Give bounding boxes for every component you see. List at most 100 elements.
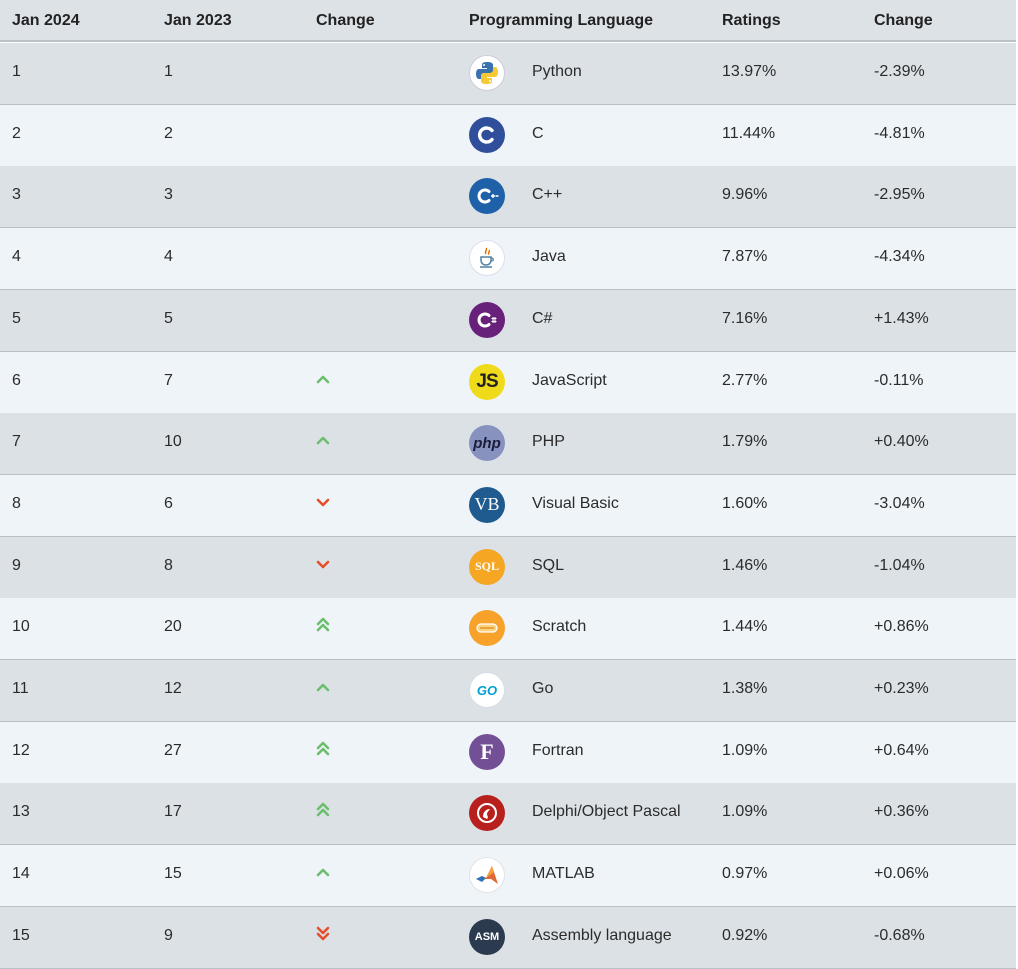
matlab-logo-icon [469,857,505,894]
rank-previous: 2 [164,124,173,142]
table-row: 10 20 Scratch 1.44% +0.86% [0,598,1016,661]
rank-previous: 15 [164,865,182,883]
language-name[interactable]: JavaScript [532,371,607,389]
csharp-logo-icon [469,301,505,338]
arrow-down-icon [316,493,330,511]
rank-current: 1 [12,63,21,80]
rank-current: 4 [12,248,21,266]
rank-current: 7 [12,433,21,451]
rating-value: 0.97% [722,865,768,883]
rating-value: 7.87% [722,248,768,266]
rating-change: +0.64% [874,741,929,759]
rating-value: 1.09% [722,741,768,759]
rank-previous: 1 [164,63,173,80]
language-name[interactable]: MATLAB [532,865,595,883]
table-row: 2 2 C 11.44% -4.81% [0,104,1016,167]
rank-current: 5 [12,309,21,327]
table-row: 12 27 F Fortran 1.09% +0.64% [0,721,1016,784]
rating-value: 1.09% [722,803,768,821]
scratch-logo-icon [469,610,505,647]
rating-value: 7.16% [722,309,768,327]
rating-change: -0.68% [874,926,925,944]
table-row: 8 6 VB Visual Basic 1.60% -3.04% [0,474,1016,537]
language-name[interactable]: Visual Basic [532,494,619,512]
table-row: 9 8 SQL SQL 1.46% -1.04% [0,536,1016,599]
rating-change: -0.11% [874,371,924,389]
rating-change: -3.04% [874,494,925,512]
rank-previous: 12 [164,680,182,697]
table-row: 1 1 Python 13.97% -2.39% [0,43,1016,105]
rank-previous: 17 [164,803,182,821]
language-name[interactable]: Java [532,248,566,266]
language-name[interactable]: C# [532,309,553,327]
rank-current: 11 [12,680,29,697]
header-ratings[interactable]: Ratings [722,12,781,29]
rating-change: -4.34% [874,248,925,266]
language-name[interactable]: Fortran [532,741,584,759]
table-row: 5 5 C# 7.16% +1.43% [0,289,1016,352]
arrow-up-icon [316,678,330,696]
rating-value: 13.97% [722,63,777,80]
double-arrow-down-icon [316,925,330,943]
header-programming-language[interactable]: Programming Language [469,12,654,29]
rank-previous: 8 [164,556,173,574]
rank-previous: 6 [164,494,173,512]
rank-current: 6 [12,371,21,389]
header-change-percent[interactable]: Change [874,12,933,29]
language-name[interactable]: C++ [532,186,563,204]
rating-change: -1.04% [874,556,925,574]
rating-change: +0.86% [874,618,929,636]
table-header: Jan 2024 Jan 2023 Change Programming Lan… [0,0,1016,42]
language-name[interactable]: PHP [532,433,565,451]
delphi-logo-icon [469,795,505,832]
c-logo-icon [469,116,505,153]
rating-value: 9.96% [722,186,768,204]
table-row: 14 15 MATLAB 0.97% +0.06% [0,845,1016,908]
table-row: 11 12 GO Go 1.38% +0.23% [0,660,1016,722]
header-jan-2023[interactable]: Jan 2023 [164,12,232,29]
rating-change: -4.81% [874,124,925,142]
rank-current: 3 [12,186,21,204]
table-row: 6 7 JS JavaScript 2.77% -0.11% [0,351,1016,414]
double-arrow-up-icon [316,801,330,819]
header-change[interactable]: Change [316,12,375,29]
rank-previous: 3 [164,186,173,204]
rating-change: +0.06% [874,865,929,883]
php-logo-icon: php [469,425,505,462]
language-name[interactable]: Delphi/Object Pascal [532,803,681,821]
rank-current: 2 [12,124,21,142]
table-row: 15 9 ASM Assembly language 0.92% -0.68% [0,906,1016,969]
python-logo-icon [469,55,505,91]
visual-basic-logo-icon: VB [469,486,505,523]
double-arrow-up-icon [316,616,330,634]
language-name[interactable]: Scratch [532,618,587,636]
rank-current: 10 [12,618,30,636]
language-name[interactable]: Assembly language [532,926,672,944]
rating-value: 1.60% [722,494,768,512]
rank-current: 12 [12,741,30,759]
language-name[interactable]: Go [532,680,554,697]
rank-previous: 4 [164,248,173,266]
header-jan-2024[interactable]: Jan 2024 [12,12,80,29]
rating-change: -2.95% [874,186,925,204]
cpp-logo-icon [469,178,505,215]
rank-previous: 27 [164,741,182,759]
rank-previous: 10 [164,433,182,451]
rating-change: +0.23% [874,680,929,697]
rating-change: +0.40% [874,433,929,451]
arrow-down-icon [316,555,330,573]
rating-change: -2.39% [874,63,925,80]
rating-value: 1.44% [722,618,768,636]
language-name[interactable]: Python [532,63,582,80]
language-name[interactable]: C [532,124,544,142]
sql-logo-icon: SQL [469,548,505,585]
rating-value: 1.79% [722,433,768,451]
rank-previous: 20 [164,618,182,636]
rank-previous: 7 [164,371,173,389]
rank-current: 9 [12,556,21,574]
rating-change: +1.43% [874,309,929,327]
language-name[interactable]: SQL [532,556,565,574]
assembly-logo-icon: ASM [469,918,505,955]
rating-value: 11.44% [722,124,776,142]
rating-value: 2.77% [722,371,768,389]
